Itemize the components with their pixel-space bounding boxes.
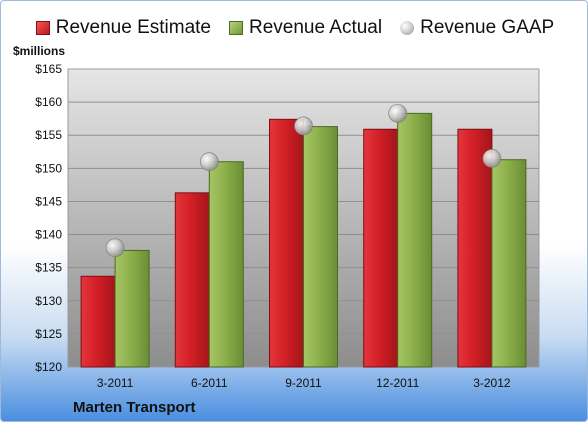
y-axis-ticks: $120 $125 $130 $135 $140 $145 $150 $155 $160 $165: [35, 62, 62, 374]
y-tick-label: $125: [35, 327, 62, 341]
y-tick-label: $165: [35, 62, 62, 76]
x-tick-label: 12-2011: [376, 376, 419, 390]
marker-revenue-gaap: [482, 149, 502, 168]
legend-label-actual: Revenue Actual: [249, 17, 383, 38]
bar-revenue-actual: [397, 112, 433, 368]
bar-revenue-estimate: [269, 118, 304, 368]
legend-item-estimate[interactable]: Revenue Estimate: [35, 17, 211, 39]
bar-revenue-estimate: [363, 128, 399, 368]
y-tick-label: $150: [35, 161, 62, 175]
y-tick-label: $120: [35, 360, 62, 374]
y-tick-label: $145: [35, 194, 62, 208]
legend-swatch-gaap: [400, 21, 415, 35]
y-tick-label: $140: [35, 228, 62, 242]
x-tick-label: 6-2011: [191, 376, 228, 390]
marker-revenue-gaap: [105, 238, 125, 258]
x-axis-ticks: 3-2011 6-2011 9-2011 12-2011 3-2012: [97, 376, 511, 390]
y-tick-label: $160: [35, 95, 62, 109]
x-tick-label: 9-2011: [285, 376, 322, 390]
y-tick-label: $155: [35, 128, 62, 142]
legend-swatch-estimate: [35, 21, 50, 35]
bar-revenue-actual: [491, 159, 527, 368]
marker-revenue-gaap: [388, 104, 408, 123]
company-name: Marten Transport: [73, 399, 196, 416]
gaap-markers: [105, 104, 502, 258]
marker-revenue-gaap: [294, 116, 313, 136]
legend-swatch-actual: [229, 21, 243, 35]
marker-revenue-gaap: [200, 152, 219, 172]
x-tick-label: 3-2011: [97, 376, 134, 390]
bar-revenue-actual: [208, 161, 244, 368]
y-axis-unit-label: $millions: [13, 44, 66, 58]
legend: Revenue Estimate Revenue Actual Revenue …: [1, 17, 587, 39]
y-tick-label: $130: [35, 294, 62, 308]
bar-revenue-actual: [114, 249, 150, 368]
x-tick-label: 3-2012: [473, 376, 511, 390]
bars: [80, 112, 527, 368]
legend-label-gaap: Revenue GAAP: [420, 17, 555, 38]
legend-label-estimate: Revenue Estimate: [55, 17, 211, 38]
bar-revenue-estimate: [80, 275, 116, 368]
bar-revenue-estimate: [174, 192, 210, 368]
legend-item-gaap[interactable]: Revenue GAAP: [400, 17, 554, 39]
legend-item-actual[interactable]: Revenue Actual: [229, 17, 382, 39]
y-tick-label: $135: [35, 261, 62, 275]
bar-revenue-actual: [303, 126, 338, 368]
